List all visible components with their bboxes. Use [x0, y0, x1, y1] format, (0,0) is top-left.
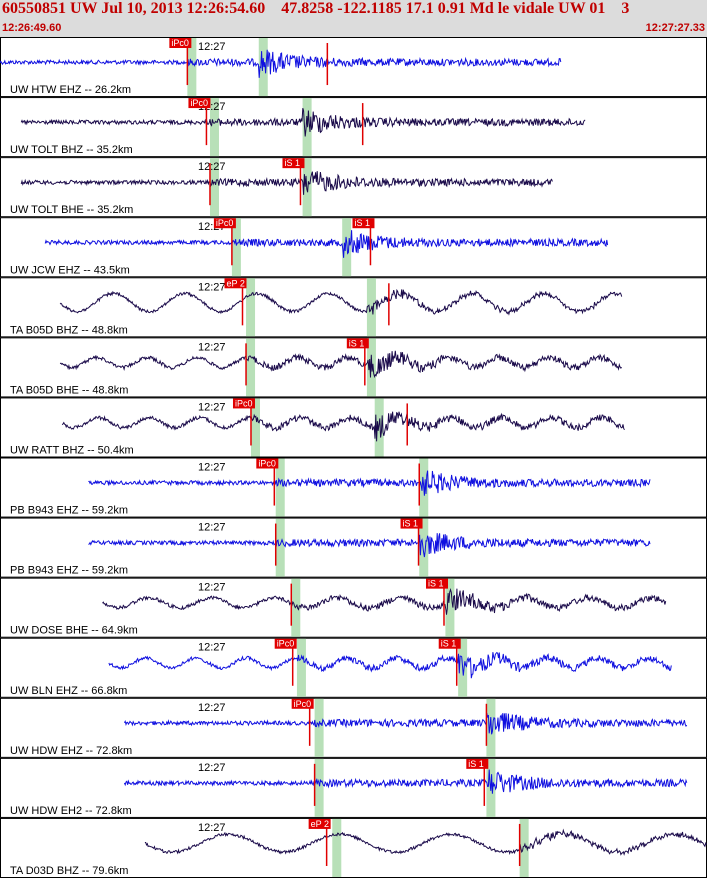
pick-window-bar: [314, 758, 324, 817]
phase-pick-label: eP 2: [227, 278, 245, 288]
event-header: 60550851 UW Jul 10, 2013 12:26:54.60 47.…: [0, 0, 707, 37]
waveform-trace: [0, 49, 562, 78]
phase-pick-label: iS 1: [349, 338, 365, 348]
waveform-trace: [123, 769, 688, 794]
pick-window-bar: [374, 398, 384, 457]
waveform-trace: [108, 651, 672, 679]
station-label: PB B943 EHZ -- 59.2km: [10, 505, 128, 517]
phase-pick-label: eP 2: [311, 819, 329, 829]
station-label: UW TOLT BHZ -- 35.2km: [10, 144, 133, 156]
phase-pick-tag[interactable]: [188, 98, 211, 109]
phase-pick-label: iS 1: [468, 759, 484, 769]
window-start-time: 12:26:49.60: [2, 22, 62, 34]
time-tick-label: 12:27: [198, 642, 226, 654]
pick-window-bar: [246, 338, 256, 397]
phase-pick-tag[interactable]: [213, 218, 236, 229]
pick-window-bar: [246, 278, 256, 337]
phase-pick-label: iS 1: [354, 218, 370, 228]
waveform-trace: [144, 828, 707, 856]
phase-pick-tag[interactable]: [274, 638, 297, 649]
pick-window-bar: [314, 698, 324, 757]
phase-pick-tag[interactable]: [256, 458, 279, 469]
pick-window-bar: [332, 818, 342, 877]
waveform-trace: [59, 350, 623, 379]
pick-window-bar: [275, 458, 285, 517]
waveform-trace: [61, 411, 625, 442]
phase-pick-tag[interactable]: [425, 578, 448, 589]
phase-pick-label: iS 1: [403, 519, 419, 529]
station-label: UW BLN EHZ -- 66.8km: [10, 685, 127, 697]
station-label: TA B05D BHE -- 48.8km: [10, 384, 128, 396]
waveform-trace: [59, 288, 623, 316]
phase-pick-tag[interactable]: [400, 518, 423, 529]
time-tick-label: 12:27: [198, 462, 226, 474]
station-label: UW HDW EH2 -- 72.8km: [10, 805, 132, 817]
station-label: UW TOLT BHE -- 35.2km: [10, 204, 133, 216]
waveform-trace: [20, 171, 553, 195]
time-tick-label: 12:27: [198, 161, 226, 173]
pick-window-bar: [231, 218, 241, 277]
time-tick-label: 12:27: [198, 762, 226, 774]
pick-window-bar: [250, 398, 260, 457]
phase-pick-tag[interactable]: [169, 38, 192, 48]
phase-pick-tag[interactable]: [291, 698, 314, 709]
phase-pick-label: iPc0: [235, 398, 253, 408]
waveform-panels[interactable]: 12:27 iPc0 UW HTW EHZ -- 26.2km 12:27 iPc0 UW…: [0, 37, 707, 878]
phase-pick-label: iS 1: [428, 579, 444, 589]
waveform-trace: [123, 712, 688, 735]
phase-pick-tag[interactable]: [232, 398, 255, 409]
time-tick-label: 12:27: [198, 822, 226, 834]
phase-pick-label: iPc0: [190, 98, 208, 108]
waveform-trace: [88, 533, 651, 558]
time-tick-label: 12:27: [198, 522, 226, 534]
station-label: TA B05D BHZ -- 48.8km: [10, 324, 128, 336]
pick-window-bar: [258, 38, 268, 97]
pick-window-bar: [296, 638, 306, 697]
station-label: UW JCW EHZ -- 43.5km: [10, 264, 130, 276]
phase-pick-tag[interactable]: [346, 338, 369, 349]
station-label: UW DOSE BHE -- 64.9km: [10, 625, 138, 637]
window-end-time: 12:27:27.33: [645, 22, 705, 34]
phase-pick-tag[interactable]: [466, 758, 489, 769]
waveform-trace: [44, 230, 609, 258]
pick-window-bar: [187, 38, 197, 97]
station-label: UW HTW EHZ -- 26.2km: [10, 84, 131, 96]
phase-pick-tag[interactable]: [308, 818, 331, 829]
time-tick-label: 12:27: [198, 702, 226, 714]
phase-pick-tag[interactable]: [282, 158, 305, 169]
phase-pick-label: iPc0: [294, 699, 312, 709]
phase-pick-label: iS 1: [441, 639, 457, 649]
phase-pick-tag[interactable]: [352, 218, 375, 229]
time-tick-label: 12:27: [198, 341, 226, 353]
waveform-trace: [102, 588, 667, 615]
pick-window-bar: [445, 578, 455, 637]
phase-pick-label: iPc0: [216, 218, 234, 228]
time-tick-label: 12:27: [198, 41, 226, 53]
time-tick-label: 12:27: [198, 401, 226, 413]
time-tick-label: 12:27: [198, 281, 226, 293]
phase-pick-tag[interactable]: [224, 278, 247, 289]
pick-window-bar: [419, 518, 429, 577]
pick-window-bar: [519, 818, 529, 877]
phase-pick-label: iS 1: [284, 158, 300, 168]
station-label: UW RATT BHZ -- 50.4km: [10, 445, 134, 457]
pick-window-bar: [209, 158, 219, 217]
station-label: PB B943 EHZ -- 59.2km: [10, 565, 128, 577]
phase-pick-label: iPc0: [277, 639, 295, 649]
phase-pick-label: iPc0: [171, 38, 189, 48]
pick-window-bar: [275, 518, 285, 577]
pick-window-bar: [209, 98, 219, 157]
station-label: TA D03D BHZ -- 79.6km: [10, 865, 128, 877]
time-tick-label: 12:27: [198, 582, 226, 594]
phase-pick-label: iPc0: [258, 459, 276, 469]
waveform-trace: [20, 108, 586, 137]
phase-pick-tag[interactable]: [438, 638, 461, 649]
event-title: 60550851 UW Jul 10, 2013 12:26:54.60 47.…: [2, 0, 630, 17]
waveform-trace: [88, 470, 651, 496]
station-label: UW HDW EHZ -- 72.8km: [10, 745, 132, 757]
